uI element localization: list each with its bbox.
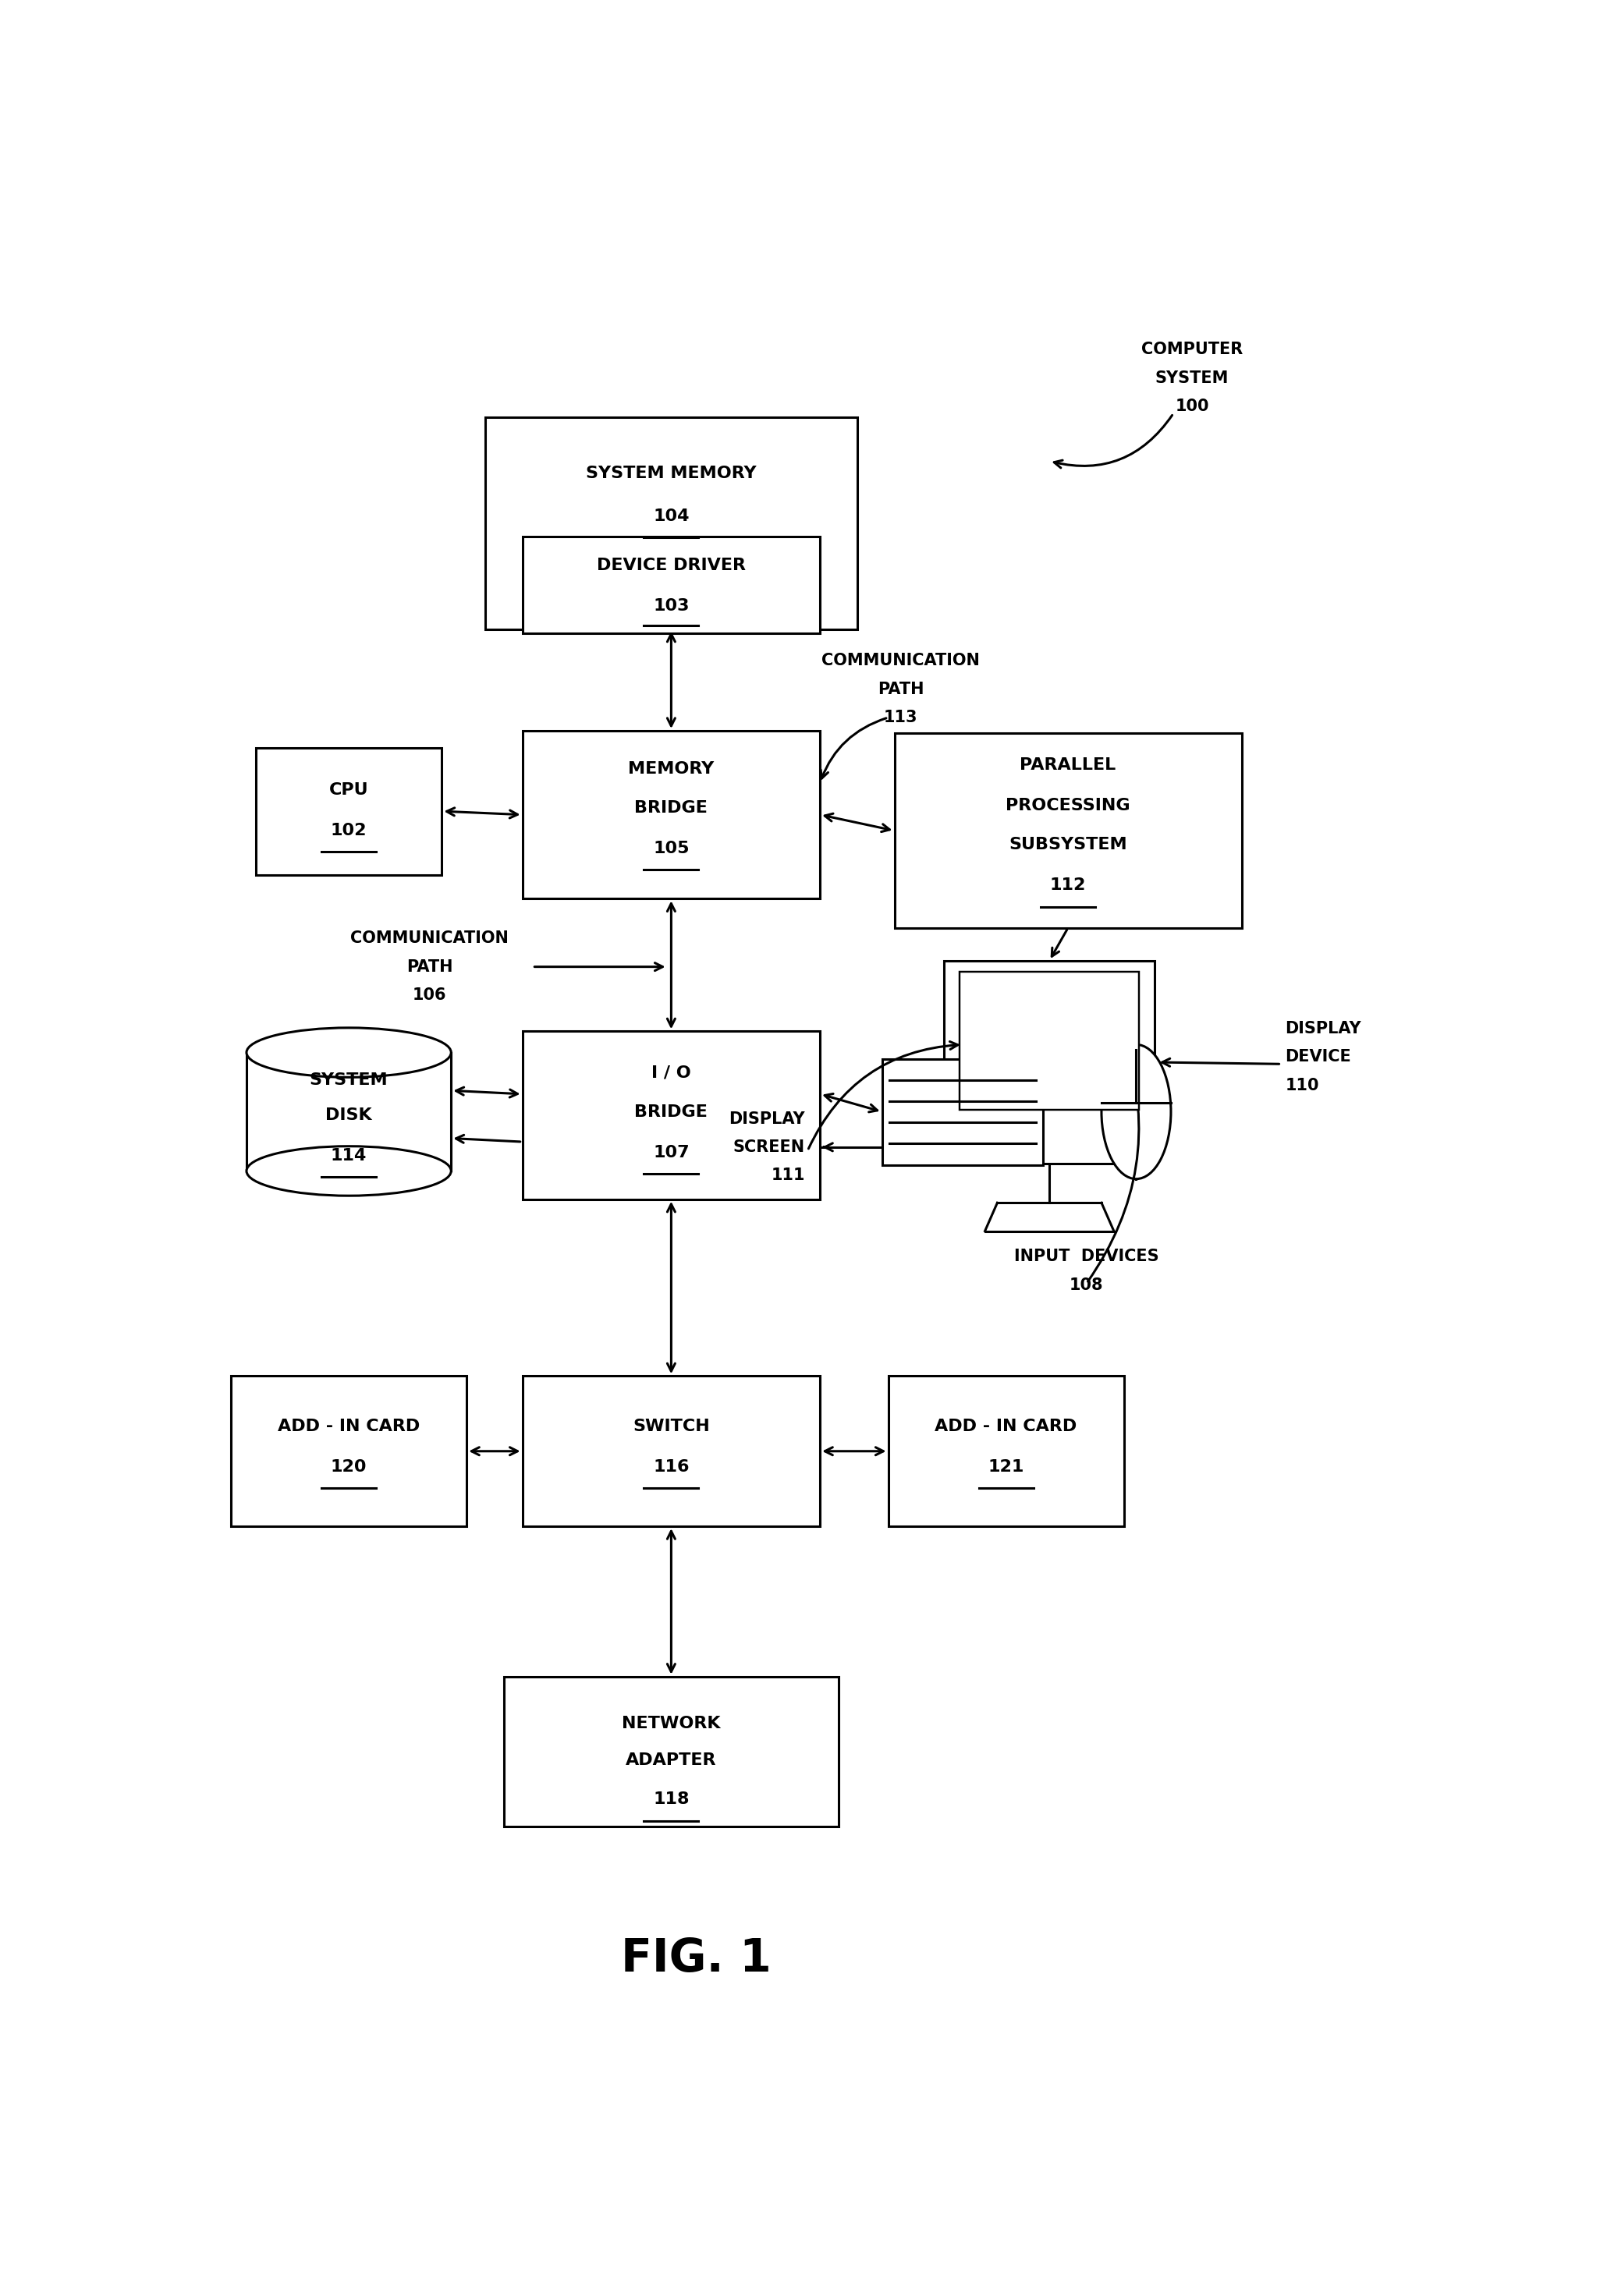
- Text: 100: 100: [1174, 400, 1210, 413]
- Text: 120: 120: [331, 1460, 366, 1474]
- Text: DEVICE DRIVER: DEVICE DRIVER: [597, 558, 746, 574]
- Text: PATH: PATH: [877, 682, 923, 698]
- Text: BRIDGE: BRIDGE: [635, 1104, 707, 1120]
- FancyBboxPatch shape: [230, 1375, 467, 1527]
- FancyBboxPatch shape: [522, 1375, 819, 1527]
- Ellipse shape: [1101, 1045, 1171, 1178]
- Text: 104: 104: [653, 507, 690, 523]
- Text: COMPUTER: COMPUTER: [1141, 342, 1243, 358]
- Text: 116: 116: [653, 1460, 690, 1474]
- FancyBboxPatch shape: [522, 1031, 819, 1199]
- Text: DEVICE: DEVICE: [1285, 1049, 1350, 1065]
- Text: ADAPTER: ADAPTER: [626, 1752, 717, 1768]
- Text: 107: 107: [653, 1146, 690, 1159]
- Text: 118: 118: [653, 1791, 690, 1807]
- Text: I / O: I / O: [651, 1065, 691, 1081]
- Text: SWITCH: SWITCH: [632, 1419, 710, 1435]
- FancyBboxPatch shape: [944, 960, 1155, 1164]
- Text: 106: 106: [413, 987, 446, 1003]
- Text: COMMUNICATION: COMMUNICATION: [821, 652, 979, 668]
- FancyBboxPatch shape: [522, 537, 819, 634]
- Text: BRIDGE: BRIDGE: [635, 799, 707, 815]
- Text: COMMUNICATION: COMMUNICATION: [350, 930, 509, 946]
- FancyBboxPatch shape: [485, 418, 858, 629]
- Ellipse shape: [246, 1029, 451, 1077]
- Text: ADD - IN CARD: ADD - IN CARD: [278, 1419, 419, 1435]
- Ellipse shape: [246, 1146, 451, 1196]
- FancyBboxPatch shape: [888, 1375, 1123, 1527]
- Text: MEMORY: MEMORY: [629, 760, 714, 776]
- Text: 111: 111: [771, 1169, 805, 1182]
- Text: NETWORK: NETWORK: [622, 1715, 720, 1731]
- FancyBboxPatch shape: [960, 971, 1139, 1109]
- Text: 114: 114: [331, 1148, 366, 1164]
- Text: PATH: PATH: [406, 960, 453, 974]
- Text: 110: 110: [1285, 1077, 1318, 1093]
- Text: SYSTEM: SYSTEM: [1155, 370, 1229, 386]
- Text: SYSTEM: SYSTEM: [309, 1072, 389, 1088]
- Text: PROCESSING: PROCESSING: [1006, 799, 1130, 813]
- FancyBboxPatch shape: [894, 732, 1242, 928]
- Text: DISPLAY: DISPLAY: [1285, 1022, 1362, 1035]
- FancyBboxPatch shape: [504, 1676, 838, 1828]
- Text: FIG. 1: FIG. 1: [621, 1936, 771, 1981]
- Text: DISK: DISK: [325, 1107, 373, 1123]
- Text: SUBSYSTEM: SUBSYSTEM: [1010, 838, 1126, 852]
- FancyBboxPatch shape: [256, 748, 442, 875]
- Text: SYSTEM MEMORY: SYSTEM MEMORY: [586, 466, 757, 482]
- Text: CPU: CPU: [330, 783, 368, 797]
- FancyBboxPatch shape: [882, 1058, 1043, 1164]
- Text: INPUT  DEVICES: INPUT DEVICES: [1014, 1249, 1158, 1265]
- Text: 113: 113: [883, 709, 917, 726]
- Text: 103: 103: [653, 599, 690, 613]
- Text: SCREEN: SCREEN: [733, 1139, 805, 1155]
- Text: 105: 105: [653, 840, 690, 856]
- Text: 102: 102: [331, 822, 366, 838]
- Text: PARALLEL: PARALLEL: [1019, 758, 1117, 774]
- Text: 121: 121: [987, 1460, 1024, 1474]
- Text: ADD - IN CARD: ADD - IN CARD: [934, 1419, 1077, 1435]
- Text: DISPLAY: DISPLAY: [730, 1111, 805, 1127]
- Text: 112: 112: [1050, 877, 1086, 893]
- Text: 108: 108: [1070, 1277, 1104, 1293]
- FancyBboxPatch shape: [522, 730, 819, 898]
